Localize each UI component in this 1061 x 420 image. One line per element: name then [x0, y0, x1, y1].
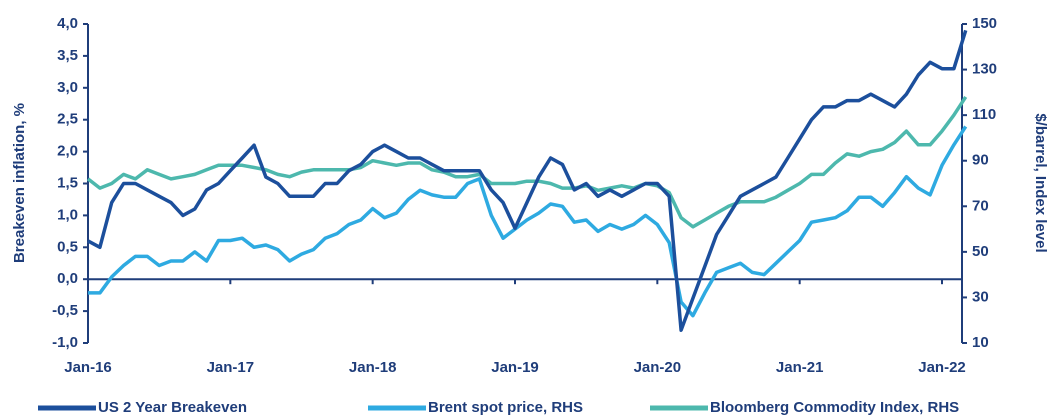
y2-tick-label: 10	[972, 334, 989, 351]
series-line	[86, 95, 968, 229]
legend-label: Bloomberg Commodity Index, RHS	[710, 399, 959, 416]
y-axis-title: Breakeven inflation, %	[11, 103, 28, 263]
legend-label: Brent spot price, RHS	[428, 399, 583, 416]
y-tick-label: 1,5	[57, 174, 78, 191]
x-tick-label: Jan-16	[64, 359, 112, 376]
y2-tick-label: 150	[972, 15, 997, 32]
y-tick-label: 2,0	[57, 143, 78, 160]
x-tick-label: Jan-18	[349, 359, 397, 376]
y-tick-label: 0,5	[57, 238, 78, 255]
y2-axis-title: $/barrel, Index level	[1032, 113, 1049, 252]
y2-tick-label: 50	[972, 243, 989, 260]
series-line	[88, 125, 968, 318]
x-tick-label: Jan-17	[207, 359, 255, 376]
y-tick-label: 0,0	[57, 270, 78, 287]
x-tick-label: Jan-20	[634, 359, 682, 376]
y2-tick-label: 90	[972, 152, 989, 169]
y2-tick-label: 110	[972, 106, 996, 123]
x-tick-label: Jan-21	[776, 359, 824, 376]
y-tick-label: 3,5	[57, 47, 78, 64]
y2-tick-label: 130	[972, 61, 997, 78]
legend-label: US 2 Year Breakeven	[98, 399, 247, 416]
y-tick-label: 4,0	[57, 15, 78, 32]
y-tick-label: -1,0	[52, 334, 78, 351]
y2-tick-label: 30	[972, 288, 989, 305]
series-line	[87, 29, 968, 332]
x-tick-label: Jan-22	[918, 359, 966, 376]
x-tick-label: Jan-19	[491, 359, 539, 376]
y-tick-label: 3,0	[57, 79, 78, 96]
y-tick-label: 1,0	[57, 206, 78, 223]
y2-tick-label: 70	[972, 197, 989, 214]
y-tick-label: 2,5	[57, 111, 78, 128]
y-tick-label: -0,5	[52, 302, 78, 319]
